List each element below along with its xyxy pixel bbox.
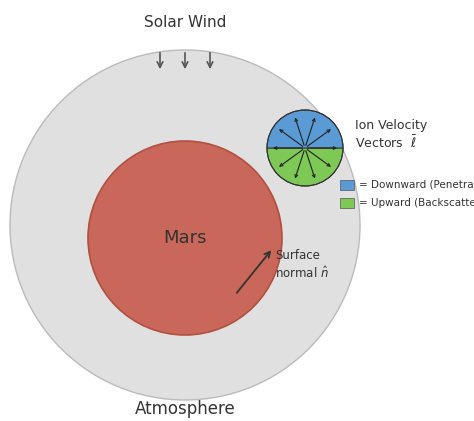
Wedge shape	[267, 148, 343, 186]
Text: Mars: Mars	[163, 229, 207, 247]
Bar	[340, 180, 354, 190]
Text: = Downward (Penetrating): = Downward (Penetrating)	[359, 180, 474, 190]
Text: Surface
normal $\hat{n}$: Surface normal $\hat{n}$	[275, 249, 329, 281]
Wedge shape	[267, 110, 343, 148]
Text: Atmosphere: Atmosphere	[135, 400, 236, 418]
Text: = Upward (Backscatter): = Upward (Backscatter)	[359, 198, 474, 208]
Text: Ion Velocity
Vectors  $\bar{\ell}$: Ion Velocity Vectors $\bar{\ell}$	[355, 119, 427, 151]
Bar	[340, 198, 354, 208]
Circle shape	[10, 50, 360, 400]
Circle shape	[88, 141, 282, 335]
Text: Solar Wind: Solar Wind	[144, 15, 226, 30]
